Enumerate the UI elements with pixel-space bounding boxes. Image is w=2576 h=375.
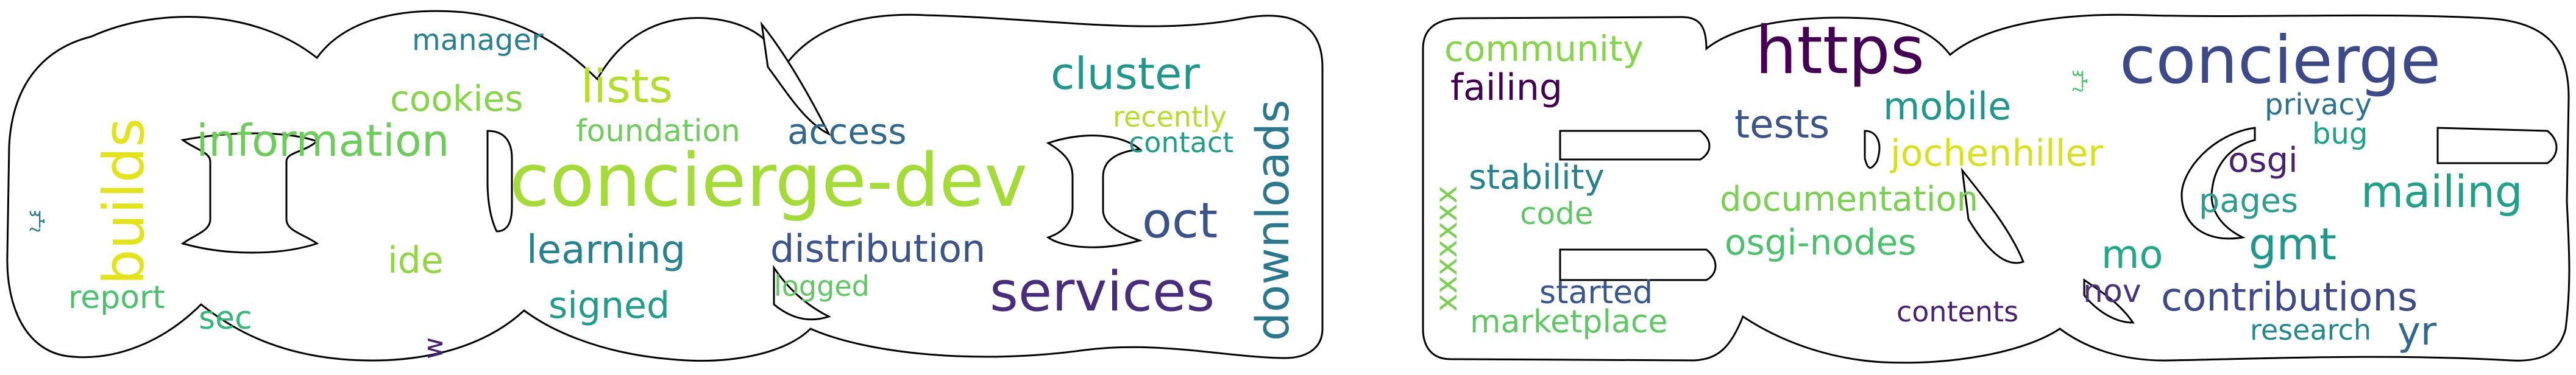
word-research: research [2250, 314, 2371, 346]
left-cloud-outline [6, 10, 1324, 362]
right-cloud-inner-stroke-1 [1559, 130, 1711, 161]
word-jochenhiller: jochenhiller [1889, 132, 2103, 175]
word-mobile: mobile [1883, 84, 2011, 128]
word-privacy: privacy [2265, 88, 2372, 122]
word-contents: contents [1897, 295, 2018, 328]
word-concierge-dev: concierge-dev [509, 139, 1027, 223]
word-marketplace: marketplace [1470, 304, 1667, 340]
word-cluster: cluster [1051, 48, 1200, 99]
word-learning: learning [527, 228, 686, 273]
word-foundation: foundation [576, 113, 740, 149]
left-cloud-inner-stroke-1 [180, 132, 319, 254]
word-bug: bug [2312, 117, 2368, 151]
left-cloud-inner-stroke-4 [773, 265, 831, 321]
word-builds: builds [91, 118, 157, 285]
right-cloud-inner-stroke-4 [1960, 167, 2024, 264]
right-cloud-inner-stroke-2 [1559, 248, 1717, 281]
word-stability: stability [1469, 158, 1605, 197]
left-cloud-inner-stroke-2 [1046, 135, 1143, 248]
word-access: access [787, 111, 906, 152]
word-signed: signed [548, 284, 670, 327]
word-recently: recently [1113, 100, 1227, 133]
right-cloud-words: community failing https concierge privac… [1428, 13, 2523, 354]
word-osgi: osgi [2228, 141, 2298, 180]
word-https: https [1755, 13, 1925, 89]
word-pages: pages [2199, 181, 2298, 220]
word-logged: logged [774, 270, 870, 303]
word-manager: manager [412, 23, 544, 57]
word-mo: mo [2101, 233, 2163, 278]
word-concierge: concierge [2120, 23, 2441, 99]
word-glyph-right: ꔓ [2071, 66, 2089, 93]
word-gmt: gmt [2249, 219, 2336, 270]
word-cookies: cookies [390, 78, 523, 119]
word-w: w [418, 337, 449, 359]
left-word-cloud [6, 10, 1324, 362]
right-word-cloud [1422, 13, 2571, 364]
word-contributions: contributions [2161, 275, 2418, 320]
word-oct: oct [1142, 192, 1218, 249]
left-cloud-inner-stroke-5 [760, 21, 831, 136]
word-tests: tests [1734, 102, 1829, 147]
word-osgi-nodes: osgi-nodes [1725, 222, 1917, 263]
word-community: community [1444, 28, 1644, 69]
word-downloads: downloads [1247, 100, 1299, 341]
word-services: services [990, 260, 1215, 324]
right-cloud-inner-stroke-5 [2180, 127, 2256, 240]
word-mailing: mailing [2361, 166, 2523, 217]
word-ide: ide [388, 239, 444, 282]
word-lists: lists [581, 59, 673, 113]
word-distribution: distribution [770, 226, 985, 271]
word-yr: yr [2397, 309, 2437, 354]
left-cloud-words: concierge-dev builds information lists c… [28, 23, 1299, 359]
word-failing: failing [1450, 66, 1563, 109]
word-code: code [1520, 196, 1594, 231]
left-cloud-inner-stroke-3 [486, 130, 513, 233]
right-cloud-inner-stroke-7 [2436, 127, 2558, 164]
word-started: started [1539, 275, 1653, 311]
word-sec: sec [199, 300, 252, 337]
word-information: information [196, 115, 450, 166]
word-xxxxxxx: xxxxxxx [1428, 186, 1464, 312]
word-glyph-left: ꔓ [28, 206, 46, 233]
word-nov: nov [2083, 273, 2141, 310]
right-cloud-inner-stroke-3 [1864, 130, 1881, 169]
word-documentation: documentation [1720, 180, 1978, 219]
word-report: report [68, 279, 165, 316]
word-contact: contact [1129, 126, 1233, 159]
right-cloud-inner-stroke-6 [2083, 278, 2135, 324]
